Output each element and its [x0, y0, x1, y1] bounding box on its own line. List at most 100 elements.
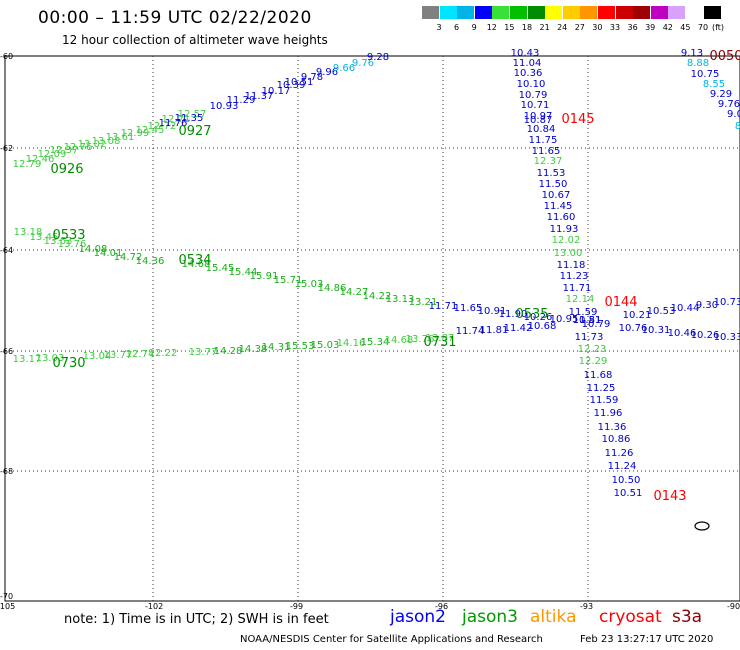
- wave-height-value: 13.03: [36, 353, 65, 364]
- wave-height-value: 15.03: [311, 340, 340, 351]
- colorbar-label: 3: [436, 23, 442, 32]
- wave-height-value: 11.37: [245, 91, 274, 102]
- colorbar-label: 70: [697, 23, 709, 32]
- wave-height-map: 12.7912.4612.0912.3712.7613.0213.0813.61…: [4, 48, 740, 602]
- longitude-label: -90: [727, 602, 740, 611]
- wave-height-value: 13.76: [406, 334, 435, 345]
- wave-height-value: 13.77: [189, 347, 218, 358]
- wave-height-value: 11.26: [605, 448, 634, 459]
- wave-height-value: 13.63: [44, 236, 73, 247]
- track-jason3-green-0534: 13.1813.4513.6313.7614.0814.0114.7214.36…: [14, 227, 438, 308]
- wave-height-value: 9.96: [316, 67, 338, 78]
- wave-height-value: 10.67: [542, 190, 571, 201]
- wave-height-value: 12.37: [534, 156, 563, 167]
- colorbar-label: 45: [680, 23, 691, 32]
- wave-height-value: 12.99: [121, 128, 150, 139]
- wave-height-value: 11.53: [537, 168, 566, 179]
- wave-height-value: 12.02: [552, 235, 581, 246]
- latitude-label: -62: [0, 144, 14, 153]
- wave-height-value: 12.14: [566, 294, 595, 305]
- track-jason3-light-0926: 12.7912.4612.0912.3712.7613.0213.0813.61…: [13, 109, 207, 170]
- wave-height-value: 9.76: [352, 58, 374, 69]
- altimeter-tracks: 12.7912.4612.0912.3712.7613.0213.0813.61…: [13, 48, 740, 499]
- wave-height-value: 14.68: [385, 335, 414, 346]
- wave-height-value: 9.28: [367, 52, 389, 63]
- wave-height-value: 11.96: [594, 408, 623, 419]
- wave-height-value: 8: [735, 121, 740, 132]
- wave-height-value: 10.36: [514, 68, 543, 79]
- wave-height-value: 12.37: [50, 145, 79, 156]
- wave-height-value: 11.75: [529, 135, 558, 146]
- wave-height-value: 11.18: [557, 260, 586, 271]
- colorbar-swatch: [686, 6, 703, 19]
- pass-time-label: 0535: [515, 307, 548, 322]
- longitude-label: -99: [290, 602, 304, 611]
- wave-height-value: 13.18: [14, 227, 43, 238]
- wave-height-value: 9.76: [718, 99, 740, 110]
- colorbar-label: 12: [486, 23, 497, 32]
- wave-height-value: 10.39: [277, 80, 306, 91]
- longitude-label: -93: [580, 602, 594, 611]
- colorbar-swatch: [598, 6, 615, 19]
- wave-height-value: 12.74: [126, 349, 155, 360]
- wave-height-value: 15.44: [229, 267, 258, 278]
- wave-height-value: 14.36: [136, 256, 165, 267]
- wave-height-value: 10.79: [582, 319, 611, 330]
- wave-height-value: 9.0: [727, 109, 740, 120]
- wave-height-value: 12.29: [579, 356, 608, 367]
- wave-height-value: 14.86: [318, 283, 347, 294]
- pass-time-label: 0143: [653, 489, 686, 504]
- generated-timestamp: Feb 23 13:27:17 UTC 2020: [580, 634, 714, 645]
- colorbar-swatch: [650, 6, 668, 19]
- wave-height-value: 10.51: [285, 77, 314, 88]
- wave-height-value: 15.45: [206, 263, 235, 274]
- colorbar-swatch: [580, 6, 598, 19]
- colorbar-label: 30: [592, 23, 603, 32]
- wave-height-value: 11.42: [504, 323, 533, 334]
- lat-lon-grid: [4, 55, 740, 602]
- wave-height-value: 15.53: [286, 341, 315, 352]
- wave-height-value: 11.35: [175, 113, 204, 124]
- colorbar-swatch: [562, 6, 580, 19]
- wave-height-value: 10.68: [528, 321, 557, 332]
- wave-height-value: 11.60: [547, 212, 576, 223]
- pass-time-label: 0145: [561, 112, 594, 127]
- wave-height-value: 12.76: [64, 142, 93, 153]
- wave-height-value: 11.68: [584, 370, 613, 381]
- wave-height-value: 10.26: [524, 312, 553, 323]
- latitude-label: -60: [0, 52, 14, 61]
- wave-height-value: 14.16: [337, 338, 366, 349]
- wave-height-value: 12.57: [178, 109, 207, 120]
- wave-height-value: 11.74: [456, 326, 485, 337]
- wave-height-value: 12.23: [578, 344, 607, 355]
- colorbar-swatch: [545, 6, 563, 19]
- wave-height-value: 10.73: [714, 297, 740, 308]
- wave-height-value: 13.77: [104, 350, 133, 361]
- wave-height-value: 10.51: [614, 488, 643, 499]
- legend-jason2: jason2: [390, 607, 446, 627]
- wave-height-value: 10.76: [619, 323, 648, 334]
- wave-height-value: 10.26: [691, 330, 720, 341]
- wave-height-value: 10.21: [623, 310, 652, 321]
- wave-height-value: 9.66: [333, 63, 355, 74]
- wave-height-value: 14.27: [340, 287, 369, 298]
- wave-height-value: 11.71: [563, 283, 592, 294]
- wave-height-value: 10.43: [511, 48, 540, 59]
- wave-height-value: 10.97: [524, 111, 553, 122]
- wave-height-value: 13.13: [386, 294, 415, 305]
- wave-height-value: 11.73: [575, 332, 604, 343]
- wave-height-value: 13.61: [106, 132, 135, 143]
- wave-height-value: 13.00: [554, 248, 583, 259]
- wave-height-value: 12.22: [149, 348, 178, 359]
- wave-height-value: 12.09: [38, 149, 67, 160]
- legend-s3a: s3a: [672, 607, 703, 627]
- wave-height-value: 14.28: [214, 346, 243, 357]
- wave-height-value: 13.76: [58, 239, 87, 250]
- latitude-label: -66: [0, 347, 14, 356]
- wave-height-value: 12.46: [26, 154, 55, 165]
- wave-height-value: 10.71: [521, 100, 550, 111]
- wave-height-value: 11.29: [227, 95, 256, 106]
